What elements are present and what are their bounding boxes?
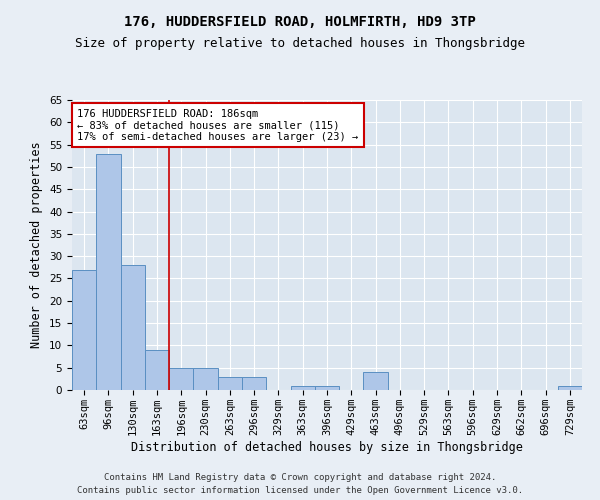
Bar <box>72 270 96 390</box>
Text: 176, HUDDERSFIELD ROAD, HOLMFIRTH, HD9 3TP: 176, HUDDERSFIELD ROAD, HOLMFIRTH, HD9 3… <box>124 15 476 29</box>
Text: 176 HUDDERSFIELD ROAD: 186sqm
← 83% of detached houses are smaller (115)
17% of : 176 HUDDERSFIELD ROAD: 186sqm ← 83% of d… <box>77 108 358 142</box>
Bar <box>364 372 388 390</box>
X-axis label: Distribution of detached houses by size in Thongsbridge: Distribution of detached houses by size … <box>131 440 523 454</box>
Bar <box>145 350 169 390</box>
Bar <box>242 376 266 390</box>
Bar <box>315 386 339 390</box>
Text: Size of property relative to detached houses in Thongsbridge: Size of property relative to detached ho… <box>75 38 525 51</box>
Bar <box>169 368 193 390</box>
Bar <box>121 265 145 390</box>
Text: Contains HM Land Registry data © Crown copyright and database right 2024.
Contai: Contains HM Land Registry data © Crown c… <box>77 474 523 495</box>
Bar <box>218 376 242 390</box>
Bar <box>96 154 121 390</box>
Bar <box>290 386 315 390</box>
Bar <box>193 368 218 390</box>
Y-axis label: Number of detached properties: Number of detached properties <box>31 142 43 348</box>
Bar <box>558 386 582 390</box>
